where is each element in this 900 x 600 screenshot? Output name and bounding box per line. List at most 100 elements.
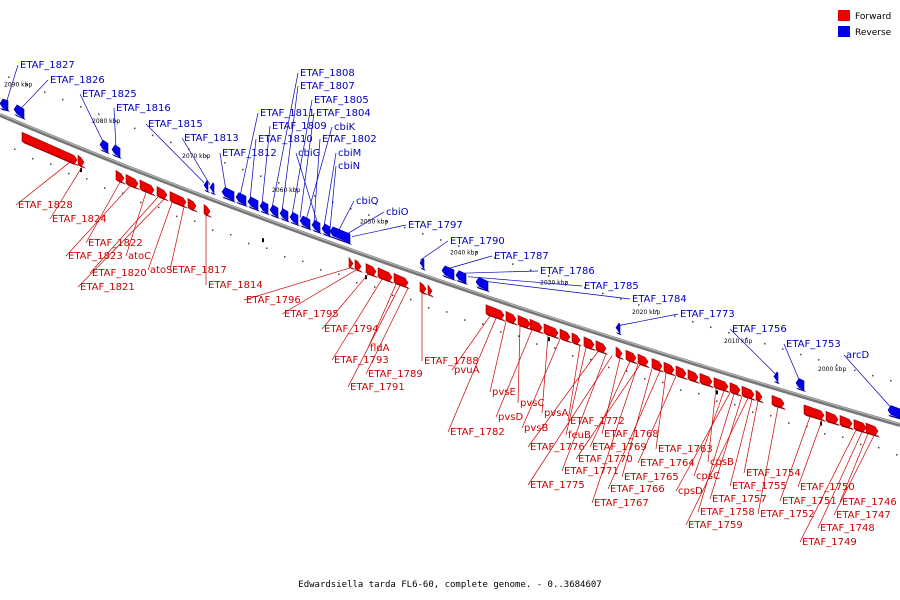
gene-label[interactable]: cbiK: [334, 122, 356, 133]
forward-gene[interactable]: [741, 385, 755, 400]
forward-gene[interactable]: [853, 419, 867, 433]
gene-label[interactable]: ETAF_1768: [604, 429, 659, 440]
forward-gene[interactable]: [729, 382, 741, 396]
gene-label[interactable]: ETAF_1802: [322, 134, 377, 145]
gene-label[interactable]: ETAF_1826: [50, 75, 105, 86]
gene-label[interactable]: ETAF_1785: [584, 281, 639, 292]
gene-label[interactable]: ETAF_1811: [260, 108, 315, 119]
gene-label[interactable]: cbiQ: [356, 196, 379, 207]
reverse-gene[interactable]: [279, 208, 289, 222]
forward-gene[interactable]: [139, 179, 155, 195]
gene-label[interactable]: ETAF_1746: [842, 497, 897, 508]
gene-label[interactable]: pvsE: [492, 387, 516, 398]
forward-gene[interactable]: [419, 281, 427, 294]
gene-label[interactable]: ETAF_1764: [640, 458, 695, 469]
gene-label[interactable]: ETAF_1750: [800, 482, 855, 493]
gene-label[interactable]: cbiN: [338, 161, 360, 172]
gene-label[interactable]: ETAF_1753: [786, 339, 841, 350]
gene-label[interactable]: ETAF_1755: [732, 481, 787, 492]
gene-label[interactable]: ETAF_1757: [712, 494, 767, 505]
reverse-gene[interactable]: [0, 98, 9, 111]
gene-label[interactable]: ETAF_1795: [284, 309, 339, 320]
reverse-gene[interactable]: [795, 378, 805, 391]
gene-label[interactable]: ETAF_1763: [658, 444, 713, 455]
reverse-gene[interactable]: [221, 186, 235, 202]
gene-label[interactable]: ETAF_1815: [148, 119, 203, 130]
reverse-gene[interactable]: [441, 265, 455, 280]
forward-gene[interactable]: [187, 197, 197, 211]
gene-label[interactable]: ETAF_1751: [782, 496, 837, 507]
gene-label[interactable]: cpsB: [710, 457, 734, 468]
gene-label[interactable]: ETAF_1805: [314, 95, 369, 106]
gene-label[interactable]: ETAF_1786: [540, 266, 595, 277]
reverse-gene[interactable]: [475, 276, 489, 291]
gene-label[interactable]: ETAF_1770: [578, 454, 633, 465]
forward-gene[interactable]: [517, 314, 531, 329]
forward-gene[interactable]: [169, 191, 187, 208]
reverse-gene[interactable]: [99, 139, 109, 153]
gene-label[interactable]: atoS: [150, 265, 173, 276]
forward-gene[interactable]: [687, 369, 699, 383]
gene-label[interactable]: ETAF_1758: [700, 507, 755, 518]
gene-label[interactable]: ETAF_1791: [350, 382, 405, 393]
forward-gene[interactable]: [595, 340, 607, 354]
gene-label[interactable]: ETAF_1784: [632, 294, 687, 305]
gene-label[interactable]: ETAF_1787: [494, 251, 549, 262]
gene-label[interactable]: cbiG: [298, 148, 320, 159]
forward-gene[interactable]: [625, 349, 637, 363]
forward-gene[interactable]: [637, 353, 649, 367]
gene-label[interactable]: ETAF_1752: [760, 509, 815, 520]
reverse-gene[interactable]: [247, 196, 259, 211]
reverse-gene[interactable]: [299, 215, 311, 230]
gene-label[interactable]: ETAF_1748: [820, 523, 875, 534]
gene-label[interactable]: cbiM: [338, 148, 361, 159]
gene-label[interactable]: ETAF_1823: [68, 251, 123, 262]
gene-label[interactable]: ETAF_1766: [610, 484, 665, 495]
gene-label[interactable]: ETAF_1756: [732, 324, 787, 335]
reverse-gene[interactable]: [289, 212, 299, 225]
forward-gene[interactable]: [699, 372, 713, 387]
gene-label[interactable]: ETAF_1796: [246, 295, 301, 306]
reverse-gene[interactable]: [615, 322, 621, 335]
forward-gene[interactable]: [651, 358, 663, 372]
gene-label[interactable]: ETAF_1821: [80, 282, 135, 293]
forward-gene[interactable]: [713, 377, 729, 392]
reverse-gene[interactable]: [259, 201, 269, 214]
forward-gene[interactable]: [755, 390, 763, 402]
gene-label[interactable]: ETAF_1809: [272, 121, 327, 132]
gene-label[interactable]: ETAF_1825: [82, 89, 137, 100]
gene-label[interactable]: ETAF_1782: [450, 427, 505, 438]
forward-gene[interactable]: [354, 259, 362, 272]
reverse-gene[interactable]: [455, 270, 467, 284]
forward-gene[interactable]: [559, 328, 571, 342]
gene-label[interactable]: ETAF_1820: [92, 268, 147, 279]
gene-label[interactable]: ETAF_1813: [184, 133, 239, 144]
gene-label[interactable]: ETAF_1772: [570, 416, 625, 427]
gene-label[interactable]: ETAF_1771: [564, 466, 619, 477]
gene-label[interactable]: pvsB: [524, 423, 548, 434]
gene-label[interactable]: cpsD: [678, 486, 703, 497]
reverse-gene[interactable]: [419, 257, 425, 270]
gene-label[interactable]: ETAF_1794: [324, 324, 379, 335]
forward-gene[interactable]: [505, 310, 517, 325]
gene-label[interactable]: ETAF_1776: [530, 442, 585, 453]
reverse-gene[interactable]: [773, 371, 779, 384]
reverse-gene[interactable]: [321, 223, 331, 237]
gene-label[interactable]: pvuA: [454, 365, 480, 376]
gene-label[interactable]: ETAF_1817: [172, 265, 227, 276]
forward-gene[interactable]: [865, 422, 879, 437]
gene-label[interactable]: ETAF_1759: [688, 520, 743, 531]
gene-label[interactable]: ETAF_1797: [408, 220, 463, 231]
gene-label[interactable]: ETAF_1814: [208, 280, 263, 291]
forward-gene[interactable]: [203, 203, 211, 217]
reverse-gene[interactable]: [311, 219, 321, 233]
gene-label[interactable]: ETAF_1804: [316, 108, 371, 119]
forward-gene[interactable]: [663, 361, 675, 375]
gene-label[interactable]: ETAF_1827: [20, 60, 75, 71]
reverse-gene[interactable]: [13, 104, 25, 119]
gene-label[interactable]: ETAF_1747: [836, 510, 891, 521]
gene-label[interactable]: ETAF_1769: [592, 442, 647, 453]
gene-label[interactable]: ETAF_1822: [88, 238, 143, 249]
gene-label[interactable]: ETAF_1807: [300, 81, 355, 92]
forward-gene[interactable]: [348, 256, 354, 269]
